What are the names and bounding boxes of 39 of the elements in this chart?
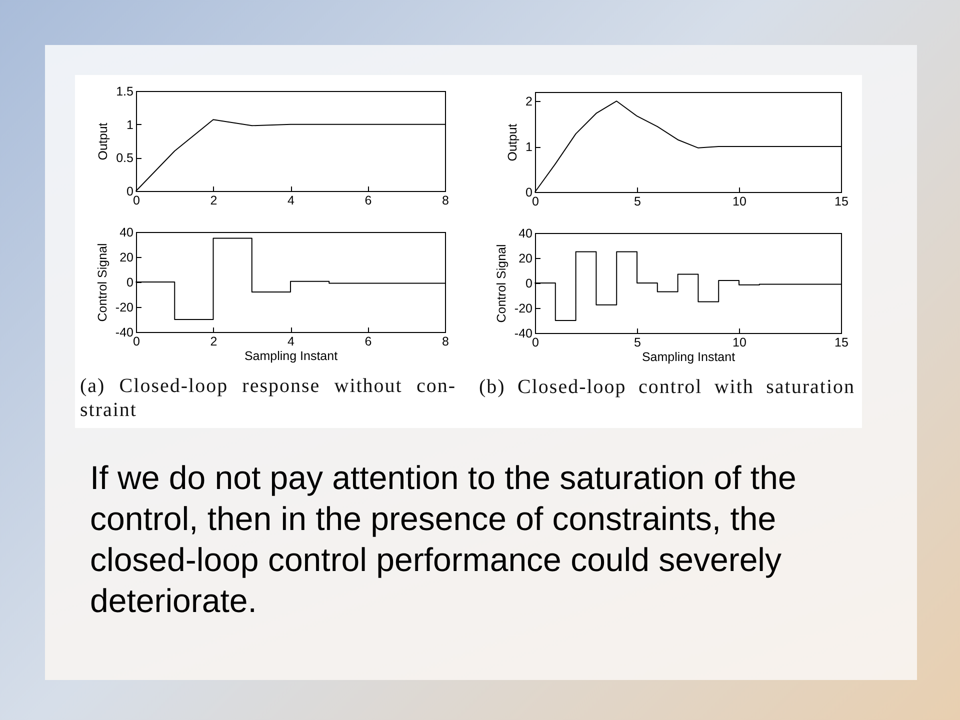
y-axis-title: Control Signal: [95, 243, 110, 322]
x-tick-label: 8: [442, 334, 450, 348]
text: (b) Closed-loop control with saturation: [479, 375, 855, 399]
y-axis-title: Output: [96, 122, 110, 160]
y-tick-label: -20: [115, 300, 134, 314]
x-tick-label: 10: [732, 336, 746, 350]
y-tick-label: 2: [526, 94, 533, 109]
x-tick-label: 6: [364, 334, 372, 348]
x-tick-label: 15: [834, 194, 848, 208]
x-tick-label: 5: [634, 336, 642, 350]
x-axis-title: Sampling Instant: [642, 350, 736, 364]
y-tick-label: -20: [514, 302, 533, 316]
x-tick-label: 15: [834, 336, 848, 350]
y-tick-label: 1: [126, 118, 134, 132]
y-tick-label: -40: [514, 326, 533, 340]
x-tick-label: 4: [288, 334, 295, 348]
y-tick-label: 0: [126, 184, 134, 198]
y-tick-label: 1.5: [116, 84, 134, 98]
y-tick-label: 0: [126, 276, 134, 290]
x-tick-label: 4: [288, 194, 295, 208]
y-tick-label: -40: [115, 326, 134, 340]
y-tick-label: 0: [526, 276, 533, 290]
y-axis-title: Control Signal: [494, 244, 508, 323]
x-tick-label: 10: [732, 194, 746, 208]
x-tick-label: 2: [210, 334, 218, 348]
x-tick-label: 5: [634, 194, 642, 208]
text: If we do not pay attention to the saturation of the control, then in the presence of constraints, the closed-loop control performance could severely deteriorate.: [90, 458, 798, 621]
y-tick-label: 1: [526, 140, 533, 154]
x-tick-label: 8: [442, 194, 450, 208]
x-axis-title: Sampling Instant: [244, 349, 338, 363]
y-tick-label: 20: [120, 250, 134, 264]
y-tick-label: 20: [518, 252, 533, 266]
y-tick-label: 40: [120, 226, 134, 240]
text: (a) Closed-loop response without con- straint: [80, 374, 456, 422]
x-tick-label: 6: [364, 194, 372, 208]
y-tick-label: 40: [518, 226, 533, 240]
y-tick-label: 0.5: [116, 151, 134, 166]
x-tick-label: 2: [210, 194, 218, 208]
y-axis-title: Output: [506, 123, 520, 162]
